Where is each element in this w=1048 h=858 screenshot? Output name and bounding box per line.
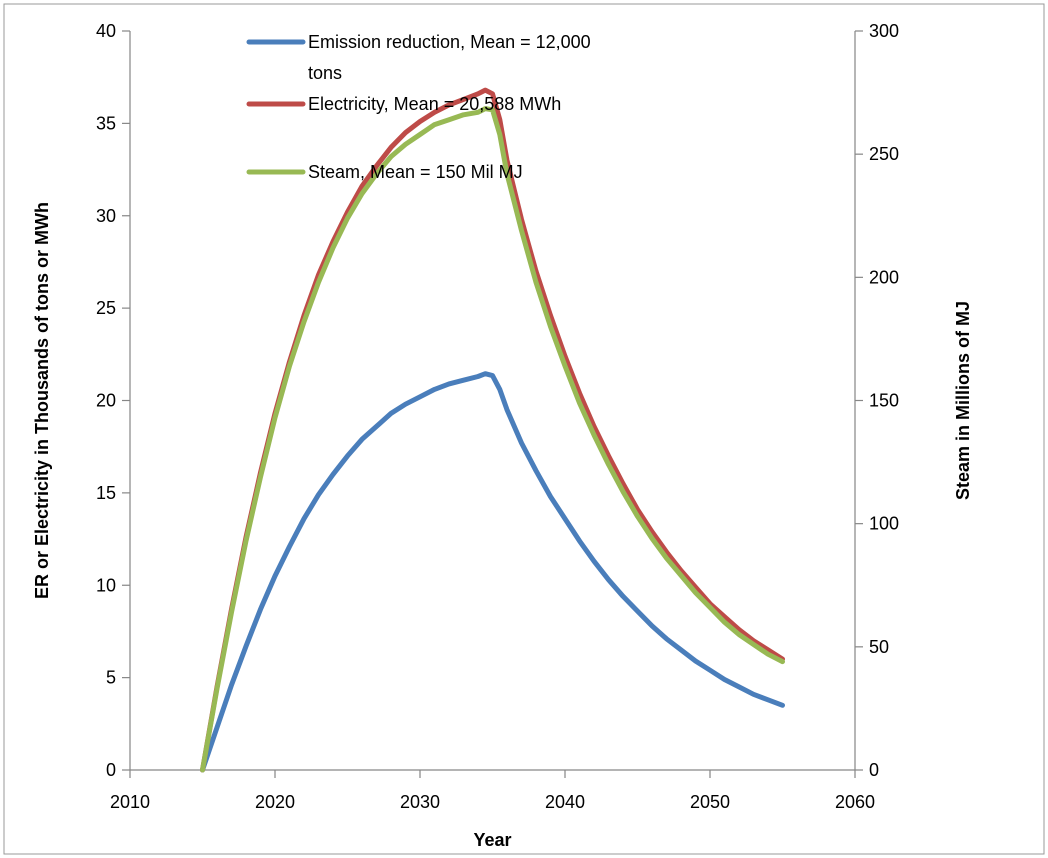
- y2-tick-label: 200: [869, 267, 899, 287]
- y-tick-label: 10: [96, 575, 116, 595]
- x-axis-title: Year: [473, 830, 511, 850]
- x-tick-label: 2030: [400, 792, 440, 812]
- series-line-1: [200, 371, 785, 773]
- y2-tick-label: 150: [869, 391, 899, 411]
- x-tick-label: 2060: [835, 792, 875, 812]
- y2-axis-title: Steam in Millions of MJ: [953, 301, 973, 500]
- legend: Emission reduction, Mean = 12,000 tons Ele…: [246, 32, 591, 182]
- y-tick-label: 25: [96, 298, 116, 318]
- x-tick-label: 2050: [690, 792, 730, 812]
- y-tick-label: 15: [96, 483, 116, 503]
- series-layer: [200, 87, 785, 773]
- y-tick-label: 0: [106, 760, 116, 780]
- x-tick-label: 2010: [110, 792, 150, 812]
- y-tick-label: 30: [96, 206, 116, 226]
- legend-label-2: Electricity, Mean = 20,588 MWh: [308, 94, 561, 114]
- y2-tick-label: 250: [869, 144, 899, 164]
- legend-label-1-cont: tons: [308, 63, 342, 83]
- x-tick-label: 2020: [255, 792, 295, 812]
- legend-label-3: Steam, Mean = 150 Mil MJ: [308, 162, 523, 182]
- y2-tick-label: 0: [869, 760, 879, 780]
- y2-tick-label: 300: [869, 21, 899, 41]
- y-tick-label: 40: [96, 21, 116, 41]
- legend-label-1: Emission reduction, Mean = 12,000: [308, 32, 591, 52]
- series-line-3: [200, 106, 785, 773]
- y2-tick-label: 100: [869, 514, 899, 534]
- chart-frame: [3, 3, 1045, 855]
- y-tick-label: 5: [106, 668, 116, 688]
- y2-tick-label: 50: [869, 637, 889, 657]
- y-tick-label: 35: [96, 113, 116, 133]
- axes: 0 5 10 15 20 25 30 35 40 0 50 100 150 200 250 300 2010 20…: [96, 21, 899, 812]
- y-axis-title: ER or Electricity in Thousands of tons o…: [32, 202, 52, 599]
- y-tick-label: 20: [96, 391, 116, 411]
- x-tick-label: 2040: [545, 792, 585, 812]
